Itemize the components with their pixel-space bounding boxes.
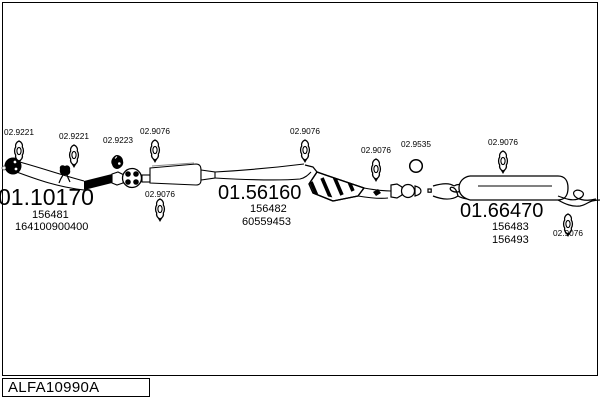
svg-text:02.9076: 02.9076 <box>145 189 175 199</box>
svg-text:02.9076: 02.9076 <box>553 228 583 238</box>
svg-text:02.9223: 02.9223 <box>103 135 133 145</box>
svg-text:01.56160: 01.56160 <box>218 182 301 204</box>
svg-text:60559453: 60559453 <box>242 216 291 228</box>
svg-text:02.9076: 02.9076 <box>140 126 170 136</box>
svg-text:156481: 156481 <box>32 209 69 221</box>
svg-text:164100900400: 164100900400 <box>15 221 88 233</box>
svg-text:156482: 156482 <box>250 203 287 215</box>
svg-text:01.10170: 01.10170 <box>0 184 94 210</box>
svg-text:02.9076: 02.9076 <box>290 126 320 136</box>
svg-text:02.9221: 02.9221 <box>59 131 89 141</box>
svg-text:02.9221: 02.9221 <box>4 127 34 137</box>
svg-text:02.9076: 02.9076 <box>488 137 518 147</box>
svg-text:02.9535: 02.9535 <box>401 139 431 149</box>
svg-text:01.66470: 01.66470 <box>460 200 543 222</box>
svg-text:156493: 156493 <box>492 234 529 246</box>
svg-text:02.9076: 02.9076 <box>361 145 391 155</box>
svg-text:156483: 156483 <box>492 221 529 233</box>
